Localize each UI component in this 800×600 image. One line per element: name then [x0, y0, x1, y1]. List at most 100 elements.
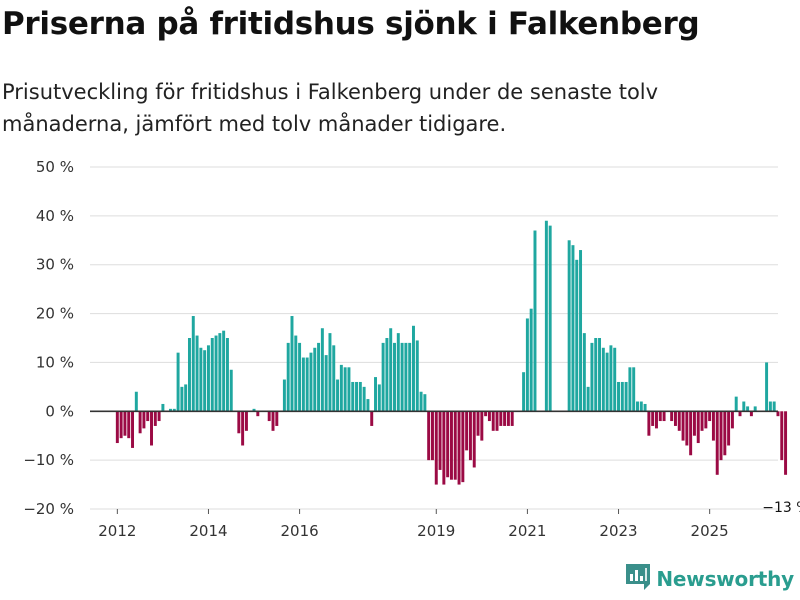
bar: [499, 411, 503, 426]
bar: [203, 350, 207, 412]
bar: [381, 342, 385, 412]
bar: [525, 318, 529, 412]
bar: [317, 342, 321, 412]
bar: [487, 411, 491, 422]
bar: [544, 220, 548, 412]
bar: [127, 411, 131, 439]
y-tick-label: 30 %: [36, 256, 74, 274]
bar: [282, 379, 286, 412]
bar: [476, 411, 480, 436]
bar: [446, 411, 450, 478]
bar: [613, 347, 617, 412]
y-tick-label: 0 %: [45, 402, 74, 420]
y-tick-label: 20 %: [36, 305, 74, 323]
bar: [180, 386, 184, 412]
x-tick-label: 2023: [599, 522, 637, 540]
bar: [328, 333, 332, 412]
bar: [366, 399, 370, 412]
bar: [738, 411, 742, 417]
bar: [681, 411, 685, 441]
bar: [579, 250, 583, 412]
bar: [252, 408, 256, 412]
bar: [772, 401, 776, 412]
bar: [434, 411, 438, 485]
bar: [199, 347, 203, 412]
bar: [449, 411, 453, 480]
bar: [244, 411, 248, 431]
bar: [169, 408, 172, 412]
bar: [465, 411, 469, 451]
y-tick-label: 10 %: [36, 353, 74, 371]
y-tick-label: −20 %: [23, 500, 74, 518]
bar: [609, 345, 613, 412]
bar: [355, 381, 359, 412]
bar: [453, 411, 457, 480]
bar: [765, 362, 769, 412]
bar: [214, 335, 218, 412]
newsworthy-brand[interactable]: Newsworthy: [626, 564, 794, 594]
bar: [689, 411, 693, 456]
bar: [351, 381, 355, 412]
bar: [495, 411, 499, 431]
bar: [267, 411, 271, 422]
bar: [696, 411, 700, 444]
bar: [362, 386, 366, 412]
bar: [374, 377, 377, 412]
bar: [176, 352, 180, 412]
bar: [598, 338, 602, 412]
bar: [389, 328, 393, 412]
bar: [670, 411, 674, 422]
brand-name: Newsworthy: [656, 567, 794, 591]
bar: [339, 364, 343, 412]
bar: [142, 411, 146, 429]
bar: [628, 367, 632, 412]
bar: [503, 411, 507, 426]
bar: [229, 369, 233, 412]
bar: [225, 338, 229, 412]
bar: [237, 411, 241, 434]
bar: [708, 411, 712, 422]
bar: [222, 330, 226, 412]
bar: [290, 316, 294, 412]
bar: [324, 355, 328, 412]
bar: [336, 379, 340, 412]
bar: [662, 411, 666, 422]
bar: [594, 338, 598, 412]
last-value-annotation: −13 %: [762, 500, 800, 516]
bar: [309, 352, 313, 412]
bar: [412, 325, 415, 412]
bar: [491, 411, 495, 431]
bar: [673, 411, 677, 426]
bar: [601, 347, 605, 412]
bar: [484, 411, 488, 417]
x-tick-label: 2025: [691, 522, 729, 540]
bar: [567, 240, 571, 412]
bar: [275, 411, 279, 426]
bar: [377, 384, 381, 412]
bar: [134, 391, 138, 412]
bar: [472, 411, 476, 468]
bar: [658, 411, 662, 422]
bar: [358, 381, 362, 412]
bar: [704, 411, 708, 429]
bar: [632, 367, 636, 412]
bar: [313, 347, 317, 412]
x-tick-label: 2012: [98, 522, 136, 540]
bar: [123, 411, 127, 436]
bar: [506, 411, 510, 426]
bar: [636, 401, 639, 412]
bar: [651, 411, 655, 426]
bar: [138, 411, 142, 434]
bar: [294, 335, 298, 412]
bar: [195, 335, 199, 412]
chart-title: Priserna på fritidshus sjönk i Falkenber…: [2, 6, 700, 42]
bar: [187, 338, 191, 412]
bar: [442, 411, 446, 485]
bar: [510, 411, 514, 426]
bar: [191, 316, 195, 412]
bar: [305, 357, 309, 412]
bar: [768, 401, 772, 412]
bar: [119, 411, 123, 439]
bar: [396, 333, 400, 412]
